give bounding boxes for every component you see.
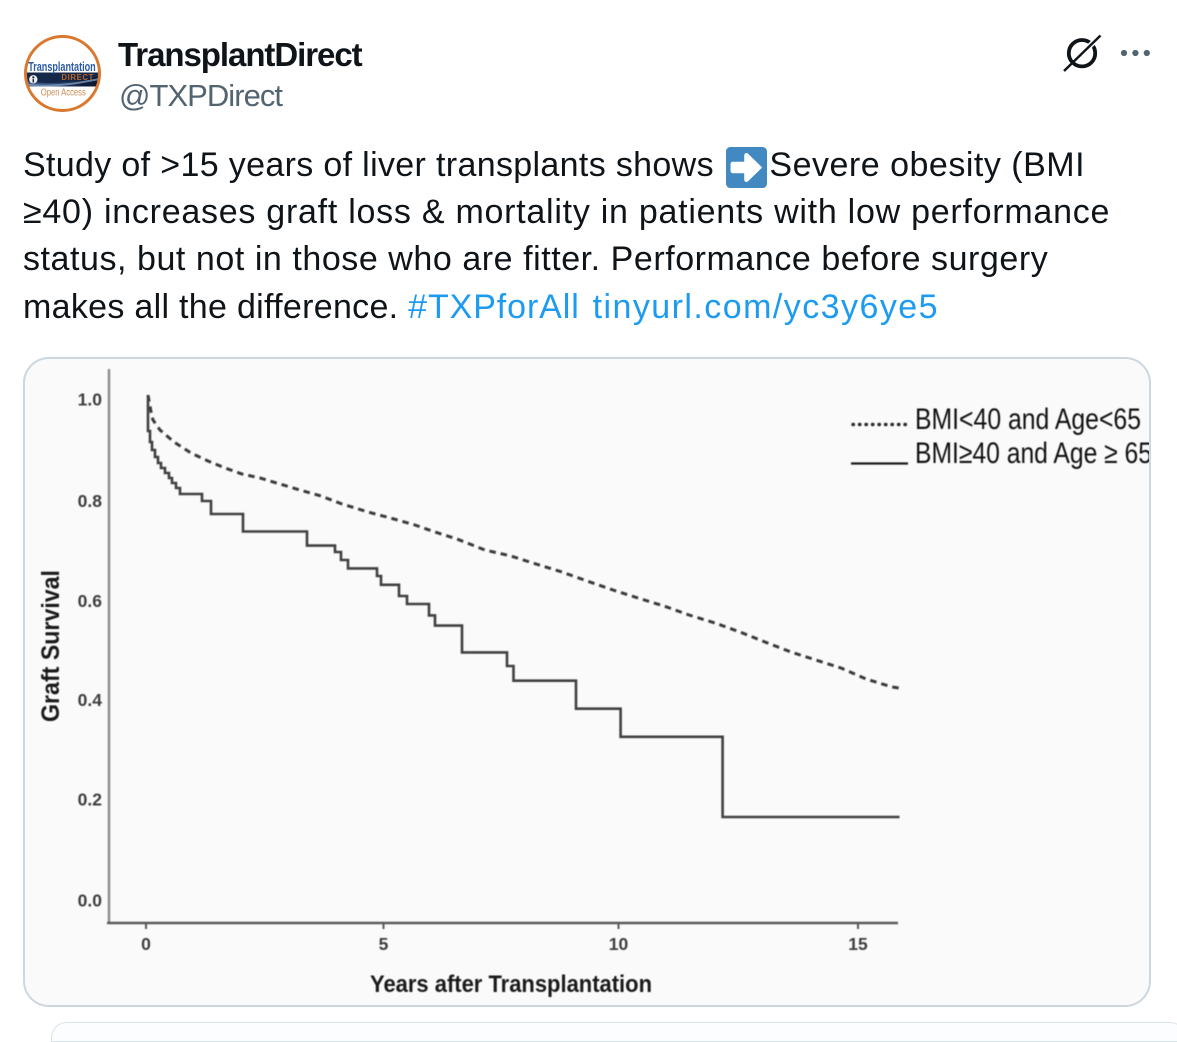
svg-text:10: 10 [609,934,629,954]
svg-text:BMI<40 and Age<65: BMI<40 and Age<65 [915,403,1141,436]
svg-text:15: 15 [848,934,868,954]
svg-text:0.6: 0.6 [78,591,103,611]
svg-text:0.8: 0.8 [78,491,103,511]
svg-text:0.4: 0.4 [78,690,103,710]
svg-text:Transplantation: Transplantation [28,60,96,74]
svg-text:Years after Transplantation: Years after Transplantation [370,971,652,998]
svg-text:5: 5 [379,934,389,954]
svg-text:BMI≥40 and Age ≥ 65: BMI≥40 and Age ≥ 65 [915,437,1151,470]
svg-text:1.0: 1.0 [78,390,103,410]
svg-text:0.2: 0.2 [78,790,103,810]
svg-text:DIRECT: DIRECT [61,73,94,82]
svg-text:0: 0 [141,934,151,954]
svg-text:Open Access: Open Access [41,88,86,99]
svg-text:Graft Survival: Graft Survival [37,570,65,722]
svg-text:0.0: 0.0 [78,891,103,911]
